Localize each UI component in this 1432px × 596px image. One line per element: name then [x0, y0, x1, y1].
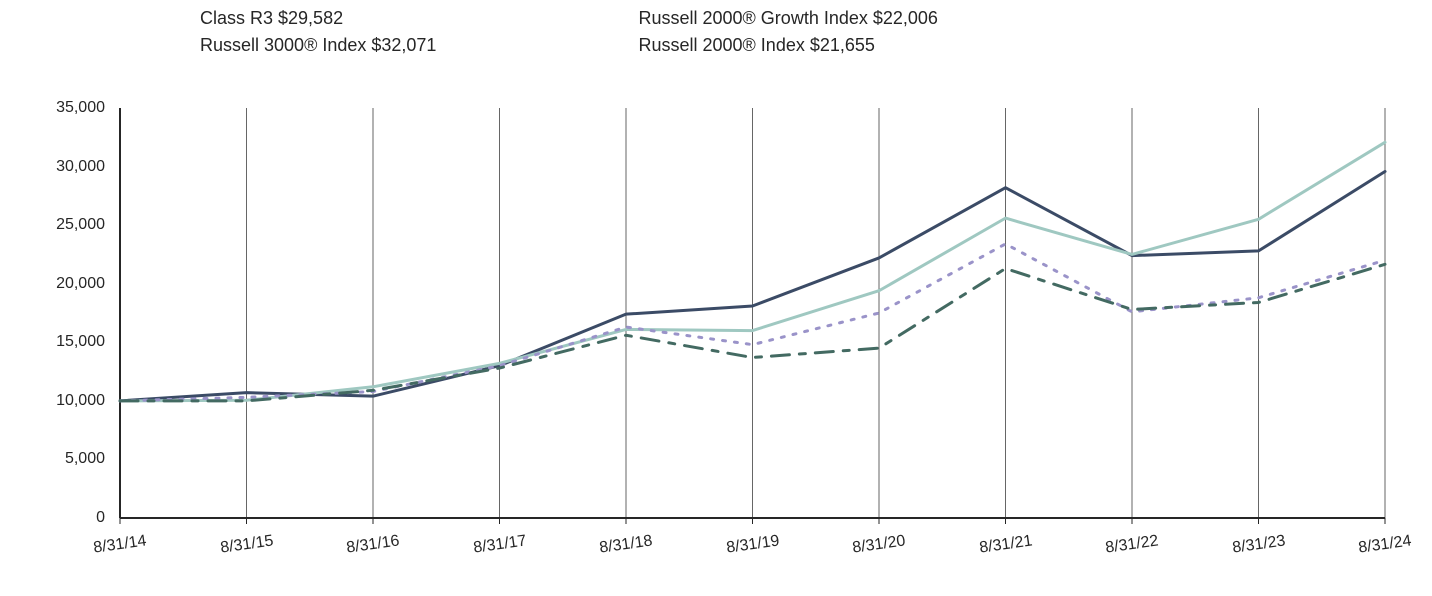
x-axis-tick-label: 8/31/19: [725, 532, 780, 557]
legend-item-russell-3000: Russell 3000® Index $32,071: [200, 35, 598, 56]
y-axis-tick-label: 35,000: [45, 99, 105, 117]
y-axis-tick-label: 0: [45, 509, 105, 527]
x-axis-tick-label: 8/31/15: [219, 532, 274, 557]
legend-label: Russell 2000® Index $21,655: [638, 35, 874, 56]
chart-svg: [120, 108, 1385, 518]
y-axis-tick-label: 5,000: [45, 450, 105, 468]
y-axis-tick-label: 30,000: [45, 158, 105, 176]
legend-item-class-r3: Class R3 $29,582: [200, 8, 598, 29]
y-axis-tick-label: 20,000: [45, 275, 105, 293]
x-axis-tick-label: 8/31/23: [1231, 532, 1286, 557]
chart-plot: 05,00010,00015,00020,00025,00030,00035,0…: [55, 108, 1385, 518]
x-axis-tick-label: 8/31/18: [598, 532, 653, 557]
legend-item-russell-2000-growth: Russell 2000® Growth Index $22,006: [638, 8, 1100, 29]
legend-label: Russell 2000® Growth Index $22,006: [638, 8, 937, 29]
legend: Class R3 $29,582 Russell 2000® Growth In…: [200, 8, 1100, 56]
chart-container: Class R3 $29,582 Russell 2000® Growth In…: [0, 0, 1432, 596]
x-axis-tick-label: 8/31/14: [92, 532, 147, 557]
x-axis-tick-label: 8/31/17: [472, 532, 527, 557]
legend-item-russell-2000: Russell 2000® Index $21,655: [638, 35, 1100, 56]
y-axis-tick-label: 25,000: [45, 216, 105, 234]
legend-label: Russell 3000® Index $32,071: [200, 35, 436, 56]
x-axis-tick-label: 8/31/22: [1104, 532, 1159, 557]
y-axis-tick-label: 10,000: [45, 392, 105, 410]
x-axis-tick-label: 8/31/24: [1357, 532, 1412, 557]
x-axis-tick-label: 8/31/16: [345, 532, 400, 557]
x-axis-tick-label: 8/31/20: [851, 532, 906, 557]
y-axis-tick-label: 15,000: [45, 333, 105, 351]
x-axis-tick-label: 8/31/21: [978, 532, 1033, 557]
